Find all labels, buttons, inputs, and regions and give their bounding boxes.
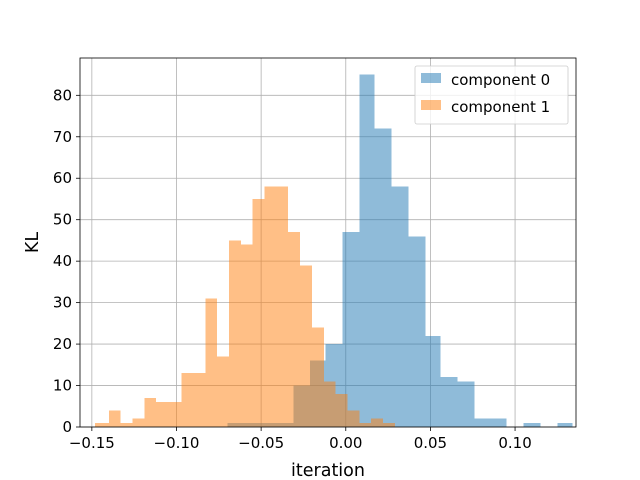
histogram-bar-component-1 bbox=[181, 373, 194, 427]
axis-ticks: −0.15 −0.10 −0.05 0.00 0.05 0.10 0 10 20 30 40 50 60… bbox=[53, 86, 532, 452]
histogram-bar-component-0 bbox=[557, 422, 573, 427]
y-tick-label: 40 bbox=[53, 252, 72, 270]
histogram-bar-component-0 bbox=[425, 335, 441, 427]
legend-label-component-0: component 0 bbox=[451, 71, 550, 89]
histogram-bar-component-1 bbox=[120, 422, 133, 427]
histogram-bar-component-0 bbox=[440, 377, 458, 427]
x-tick-label: −0.15 bbox=[69, 434, 115, 452]
histogram-bar-component-1 bbox=[371, 418, 384, 427]
legend-box bbox=[414, 65, 569, 125]
x-tick-label: −0.10 bbox=[154, 434, 200, 452]
y-tick-label: 50 bbox=[53, 211, 72, 229]
histogram-bar-component-0 bbox=[457, 381, 475, 427]
histogram-bar-component-1 bbox=[108, 410, 121, 427]
plot-frame bbox=[79, 57, 577, 428]
x-tick-label: −0.05 bbox=[238, 434, 284, 452]
y-tick-label: 80 bbox=[53, 86, 72, 104]
histogram-bar-component-1 bbox=[193, 373, 206, 427]
histogram-bar-component-1 bbox=[132, 418, 145, 427]
histogram-bar-component-1 bbox=[252, 198, 265, 427]
grid-lines bbox=[80, 58, 576, 428]
y-tick-label: 0 bbox=[62, 418, 72, 436]
y-tick-label: 10 bbox=[53, 377, 72, 395]
histogram-bar-component-1 bbox=[323, 381, 336, 427]
legend-label-component-1: component 1 bbox=[451, 98, 550, 116]
y-axis-label: KL bbox=[23, 232, 43, 253]
histogram-bar-component-0 bbox=[342, 232, 360, 427]
x-axis-label: iteration bbox=[291, 461, 365, 480]
x-tick-label: 0.05 bbox=[414, 434, 447, 452]
histogram-bar-component-1 bbox=[144, 397, 157, 427]
x-tick-label: 0.00 bbox=[329, 434, 362, 452]
y-tick-label: 20 bbox=[53, 335, 72, 353]
histogram-bar-component-0 bbox=[491, 418, 507, 427]
histogram-bar-component-1 bbox=[276, 186, 289, 427]
x-tick-label: 0.10 bbox=[498, 434, 531, 452]
histogram-bar-component-0 bbox=[359, 74, 375, 428]
histogram-bar-component-1 bbox=[264, 186, 277, 427]
histogram-bar-component-1 bbox=[240, 244, 253, 427]
bars bbox=[95, 74, 573, 428]
histogram-bar-component-1 bbox=[288, 232, 301, 427]
histogram-bar-component-1 bbox=[347, 410, 360, 427]
histogram-bar-component-0 bbox=[374, 128, 392, 427]
histogram-bar-component-1 bbox=[335, 393, 348, 427]
histogram-bar-component-1 bbox=[205, 298, 218, 427]
histogram-bar-component-1 bbox=[383, 422, 395, 427]
histogram-bar-component-1 bbox=[169, 402, 182, 427]
histogram-bar-component-1 bbox=[300, 265, 312, 427]
histogram-bar-component-1 bbox=[95, 422, 109, 427]
histogram-bar-component-0 bbox=[391, 186, 409, 427]
histogram-bar-component-1 bbox=[359, 422, 372, 427]
histogram-bar-component-1 bbox=[311, 327, 324, 427]
legend-swatch-component-0 bbox=[421, 73, 441, 83]
legend-swatch-component-1 bbox=[421, 100, 441, 110]
y-tick-label: 60 bbox=[53, 169, 72, 187]
legend: component 0 component 1 bbox=[414, 65, 569, 125]
histogram-bar-component-1 bbox=[217, 356, 229, 427]
y-tick-label: 70 bbox=[53, 128, 72, 146]
histogram-bar-component-0 bbox=[408, 236, 426, 427]
histogram-bar-component-1 bbox=[228, 240, 241, 427]
histogram-bar-component-1 bbox=[156, 402, 170, 427]
histogram-bar-component-0 bbox=[523, 422, 541, 427]
histogram-bar-component-0 bbox=[474, 418, 492, 427]
y-tick-label: 30 bbox=[53, 294, 72, 312]
